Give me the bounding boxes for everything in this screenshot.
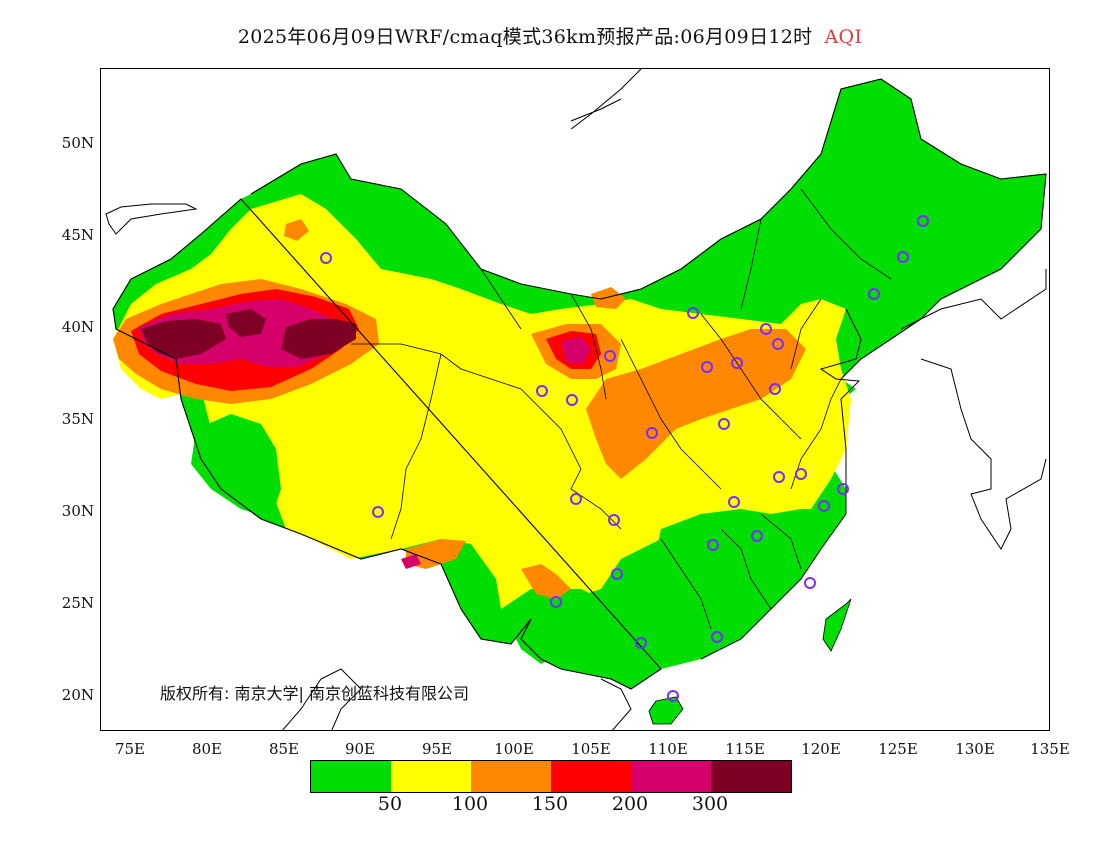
lon-label-75e: 75E [114,740,146,758]
colorbar-tick-300: 300 [691,793,729,815]
colorbar-tick-50: 50 [377,793,403,815]
region-maroon-west [141,319,226,359]
region-orange-small1 [284,219,309,241]
region-orange-central [586,329,806,479]
map-frame [100,68,1050,731]
lat-label-35n: 35N [61,410,94,428]
colorbar-swatch-green [311,761,391,792]
lon-label-120e: 120E [801,740,841,758]
region-green-yunnan [501,589,601,664]
region-maroon-east [281,319,356,359]
region-orange-south [521,564,571,599]
colorbar-swatch-yellow [391,761,471,792]
region-maroon-west2 [226,309,266,337]
lon-label-110e: 110E [648,740,688,758]
lon-label-135e: 135E [1030,740,1070,758]
colorbar-swatch-magenta [631,761,711,792]
lat-label-25n: 25N [61,594,94,612]
colorbar-swatch-red [551,761,631,792]
region-orange-tibet [406,539,466,569]
lat-label-20n: 20N [61,686,94,704]
region-orange-ne [591,287,626,309]
lat-label-40n: 40N [61,318,94,336]
title-text: 2025年06月09日WRF/cmaq模式36km预报产品:06月09日12时 [237,26,813,48]
aqi-map [105,69,1047,730]
island-taiwan [822,598,852,652]
lon-label-85e: 85E [268,740,300,758]
coastline-se-asia [282,668,632,730]
colorbar-tick-150: 150 [531,793,569,815]
copyright-text: 版权所有: 南京大学| 南京创蓝科技有限公司 [160,684,469,703]
lat-label-30n: 30N [61,502,94,520]
coastline-caspian [105,203,198,235]
lon-label-100e: 100E [494,740,534,758]
lon-label-80e: 80E [191,740,223,758]
coastline-east [700,269,1047,660]
island-hainan [648,696,684,725]
colorbar [310,760,792,793]
lon-label-115e: 115E [725,740,765,758]
colorbar-swatch-maroon [711,761,791,792]
variable-label: AQI [824,26,863,48]
country-outline [112,78,1047,690]
province-boundaries [351,188,892,630]
lat-label-50n: 50N [61,134,94,152]
coastline-north [570,69,642,130]
region-magenta-tibet [401,554,421,569]
lon-label-105e: 105E [571,740,611,758]
lon-label-95e: 95E [421,740,453,758]
colorbar-tick-200: 200 [611,793,649,815]
colorbar-swatch-orange [471,761,551,792]
colorbar-tick-100: 100 [451,793,489,815]
lon-label-90e: 90E [344,740,376,758]
lon-label-130e: 130E [955,740,995,758]
region-green-south [591,509,841,669]
lat-label-45n: 45N [61,226,94,244]
map-title: 2025年06月09日WRF/cmaq模式36km预报产品:06月09日12时 A… [0,22,1100,49]
lon-label-125e: 125E [878,740,918,758]
station-markers [320,215,929,702]
region-green-tibet [191,414,281,519]
region-magenta-ordos [561,337,591,364]
